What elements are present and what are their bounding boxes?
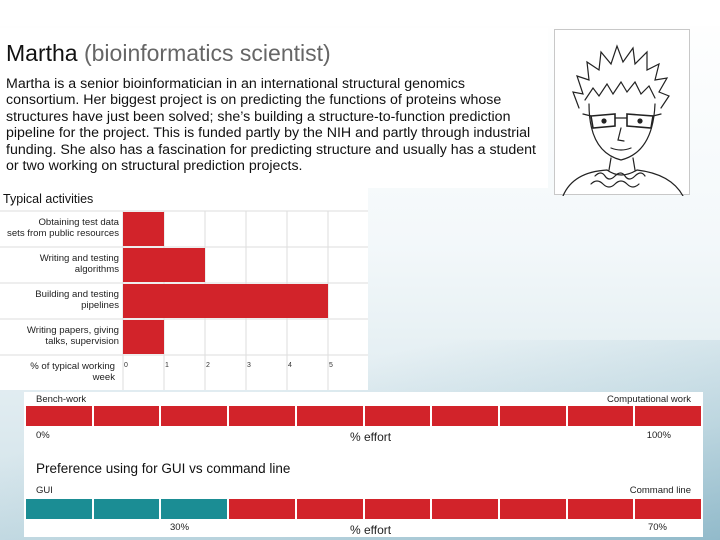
gui-segment: [93, 499, 162, 519]
activities-chart: Typical activities Obtaining test data se…: [0, 187, 368, 390]
effort-panel: Bench-work Computational work 0% % effor…: [24, 392, 703, 537]
command-line-segment: [567, 499, 636, 519]
gui-segment: [26, 499, 94, 519]
activity-bar: [123, 284, 328, 318]
persona-description: Martha is a senior bioinformatician in a…: [6, 76, 536, 175]
x-tick-label: 5: [329, 362, 333, 369]
persona-title: Martha (bioinformatics scientist): [6, 40, 331, 67]
effort-bar-segment: [432, 406, 500, 426]
x-tick-label: 4: [288, 362, 292, 369]
command-line-segment: [364, 499, 433, 519]
x-tick-label: 1: [165, 362, 169, 369]
gui-segment: [161, 499, 230, 519]
category-label: Building and testing: [35, 289, 119, 300]
x-axis-label: % of typical working: [30, 361, 115, 372]
effort-bar-segment: [364, 406, 433, 426]
activity-bar: [123, 212, 164, 246]
command-line-segment: [499, 499, 568, 519]
effort-bar-segment: [567, 406, 636, 426]
category-label: algorithms: [75, 264, 119, 275]
cmd-share-label: 70%: [647, 522, 667, 533]
category-label: pipelines: [81, 300, 119, 311]
activity-bar: [123, 320, 164, 354]
command-line-segment: [229, 499, 297, 519]
gui-share-label: 30%: [170, 522, 190, 533]
sketch-portrait-woman-glasses-icon: [562, 44, 684, 197]
command-line-segment: [635, 499, 702, 519]
computational-work-label: Computational work: [607, 394, 691, 405]
effort-bar-segment: [635, 406, 702, 426]
effort-bar-segment: [161, 406, 230, 426]
category-label: Obtaining test data: [38, 217, 119, 228]
preference-axis-label: % effort: [350, 523, 392, 537]
preference-heading: Preference using for GUI vs command line: [36, 461, 291, 476]
command-line-label: Command line: [629, 485, 691, 496]
persona-panel: Martha (bioinformatics scientist) Martha…: [0, 28, 548, 188]
effort-bar-start-label: 0%: [36, 430, 50, 441]
category-label: talks, supervision: [45, 336, 119, 347]
activity-bar: [123, 248, 205, 282]
effort-bar-segment: [26, 406, 94, 426]
category-label: sets from public resources: [7, 228, 119, 239]
x-tick-label: 3: [247, 362, 251, 369]
effort-axis-label: % effort: [350, 430, 392, 444]
effort-bar-end-label: 100%: [646, 430, 671, 441]
effort-bar-segment: [93, 406, 162, 426]
effort-bar-segment: [296, 406, 365, 426]
effort-bar-segment: [499, 406, 568, 426]
gui-label: GUI: [36, 485, 53, 496]
x-tick-label: 0: [124, 362, 128, 369]
command-line-segment: [296, 499, 365, 519]
portrait-frame: [554, 29, 690, 197]
bench-work-label: Bench-work: [36, 394, 87, 405]
top-band: [0, 0, 720, 26]
category-label: Writing papers, giving: [27, 325, 119, 336]
preference-bar: [26, 499, 702, 519]
effort-bar: [26, 406, 702, 426]
command-line-segment: [432, 499, 500, 519]
chart-title: Typical activities: [3, 192, 94, 206]
persona-role: (bioinformatics scientist): [83, 40, 331, 66]
x-axis-label: week: [92, 372, 116, 383]
persona-name: Martha: [6, 40, 78, 66]
category-label: Writing and testing: [40, 253, 119, 264]
x-tick-label: 2: [206, 362, 210, 369]
effort-bar-segment: [229, 406, 297, 426]
